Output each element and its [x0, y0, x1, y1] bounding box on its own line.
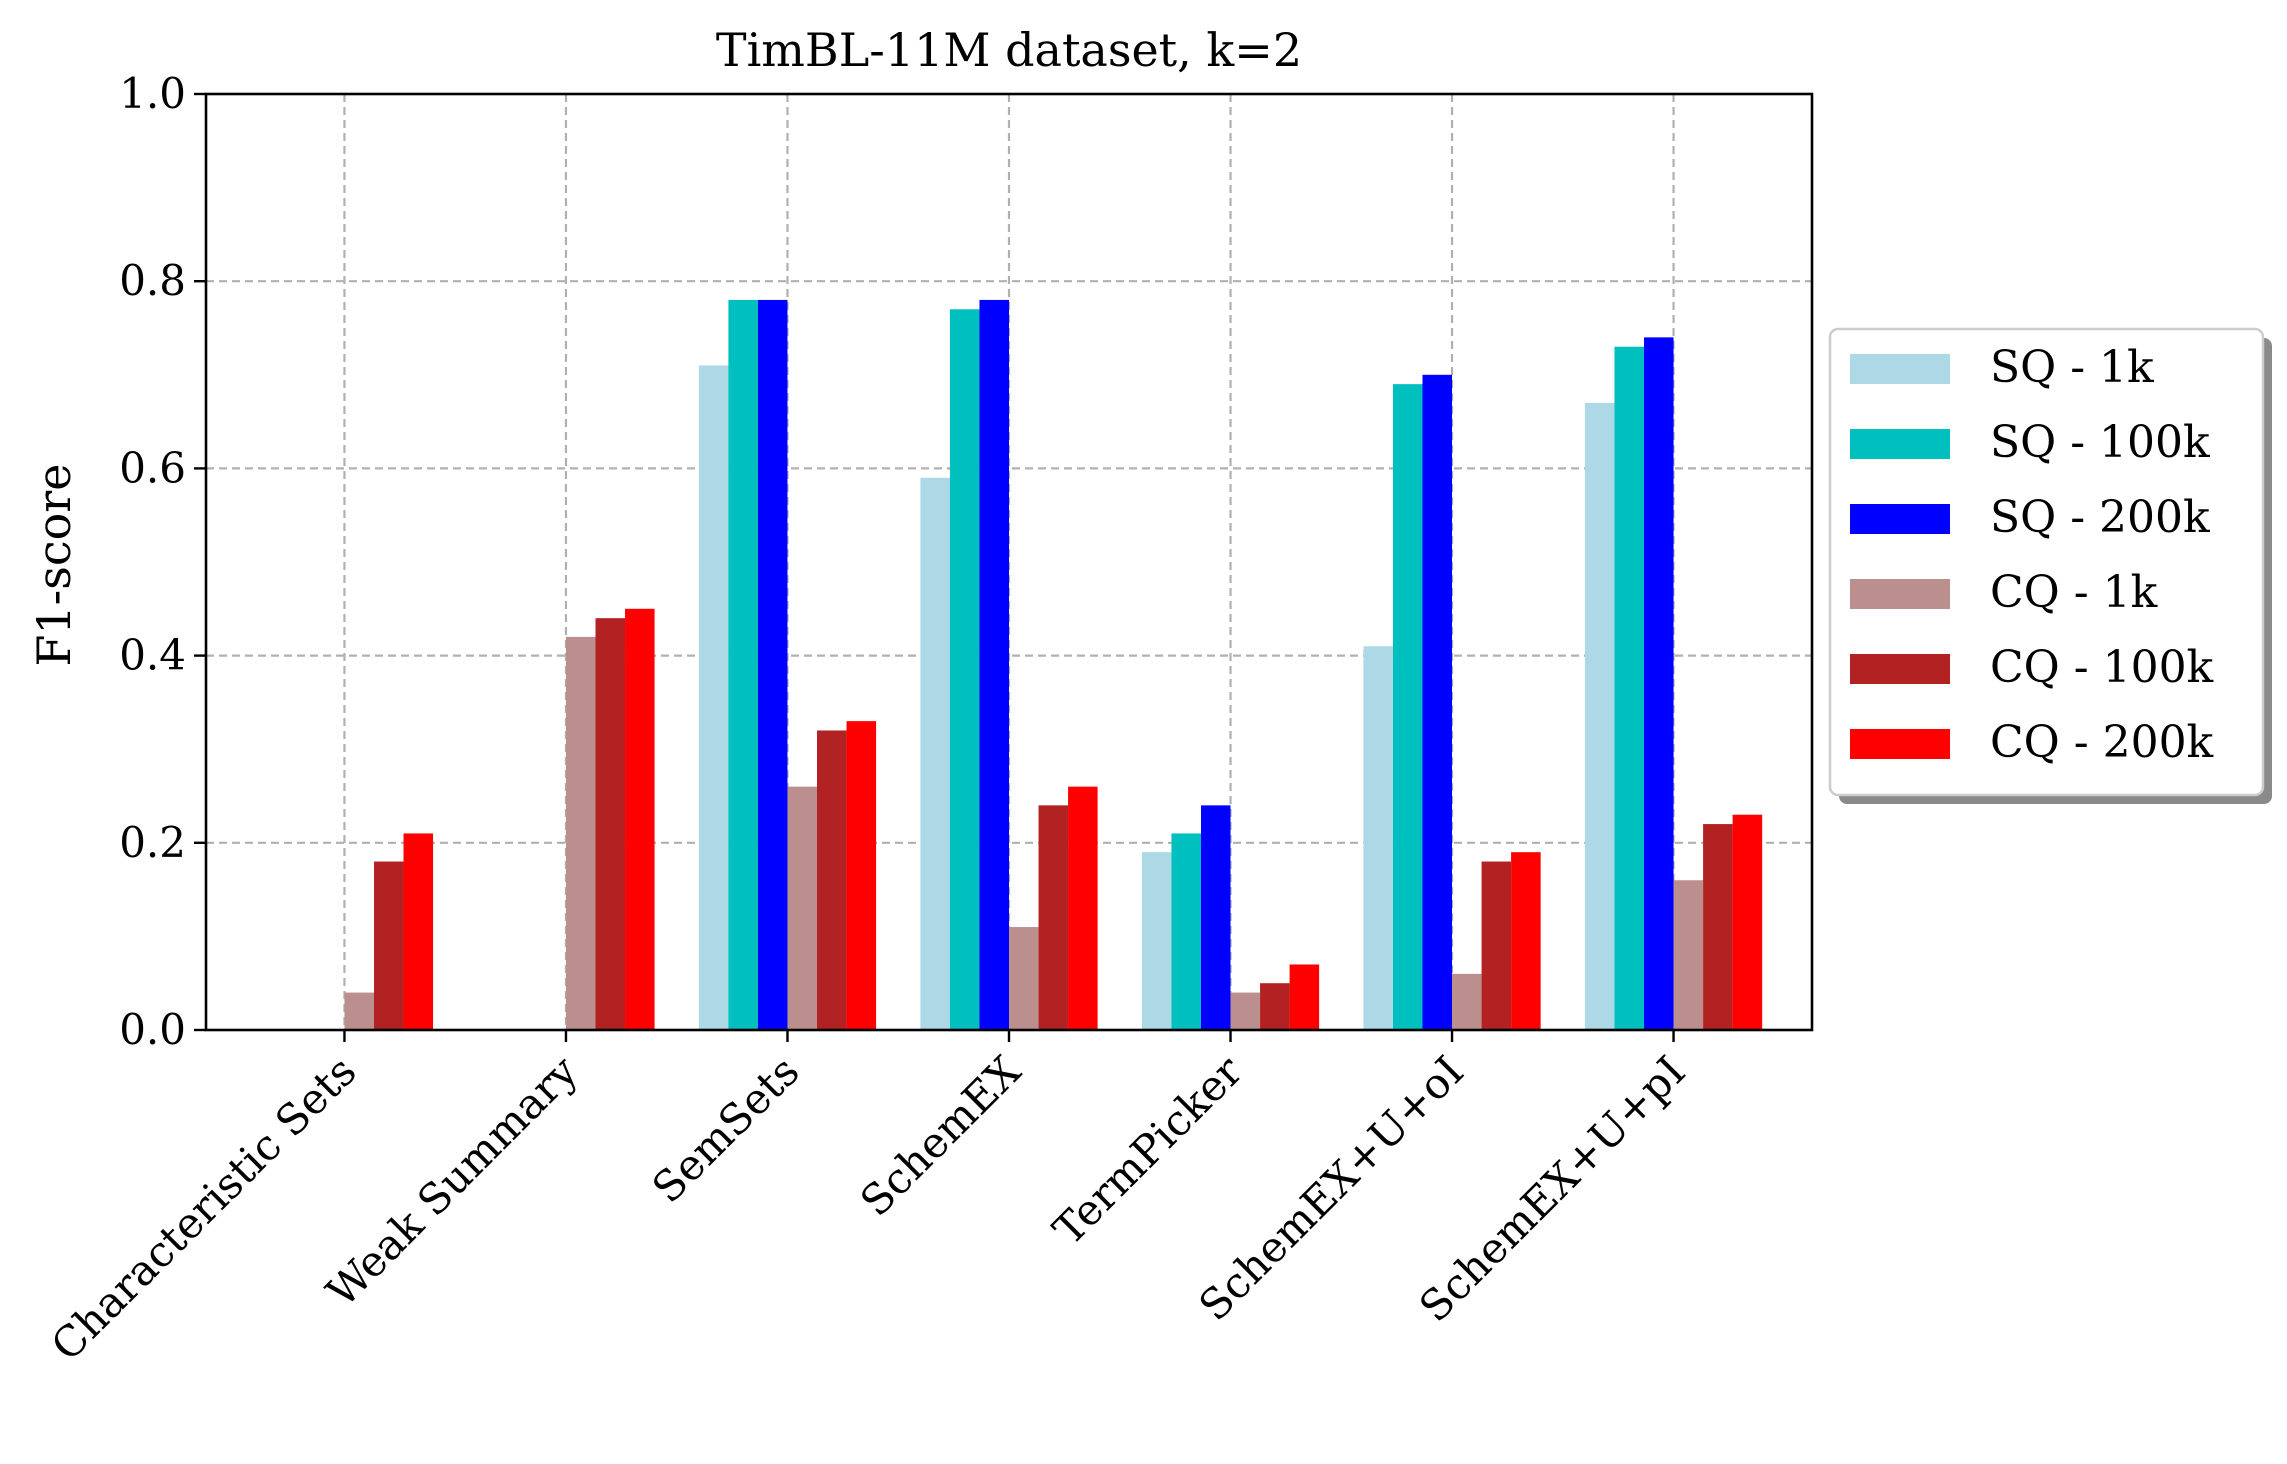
legend-label: CQ - 200k: [1990, 717, 2214, 768]
y-tick-label: 0.6: [119, 443, 186, 492]
bar: [1511, 852, 1541, 1030]
legend-label: SQ - 100k: [1990, 417, 2210, 468]
x-tick-label: SemSets: [643, 1046, 809, 1212]
legend-swatch: [1850, 579, 1950, 609]
bar: [595, 618, 626, 1030]
bar: [817, 730, 847, 1030]
bar: [1289, 964, 1320, 1030]
bar: [1673, 880, 1704, 1030]
bar: [1703, 824, 1733, 1030]
legend-label: SQ - 200k: [1990, 492, 2210, 543]
legend-swatch: [1850, 429, 1950, 459]
bar: [403, 833, 434, 1030]
bar: [1260, 983, 1290, 1030]
bar: [1481, 861, 1512, 1030]
legend-label: SQ - 1k: [1990, 342, 2154, 393]
x-tick-label: Characteristic Sets: [42, 1046, 366, 1370]
bar: [920, 477, 950, 1030]
y-axis-label: F1-score: [27, 463, 81, 666]
bar: [1614, 346, 1645, 1031]
bar: [979, 299, 1009, 1030]
legend-swatch: [1850, 654, 1950, 684]
chart-title: TimBL-11M dataset, k=2: [716, 23, 1302, 77]
bar: [1644, 337, 1674, 1030]
y-axis-ticks: 0.0 0.2 0.4 0.6 0.8 1.0: [119, 69, 206, 1054]
y-tick-label: 0.0: [119, 1005, 186, 1054]
bar: [1141, 852, 1172, 1030]
bar: [373, 861, 404, 1030]
bars: [344, 299, 1763, 1031]
bar: [1584, 402, 1615, 1030]
bar: [846, 721, 877, 1030]
legend-items: SQ - 1k SQ - 100k SQ - 200k CQ - 1k CQ - 100…: [1850, 342, 2214, 768]
bar: [1009, 927, 1039, 1030]
bar: [1038, 805, 1069, 1030]
legend: SQ - 1k SQ - 100k SQ - 200k CQ - 1k CQ - 100…: [1828, 327, 2272, 804]
bar: [1452, 973, 1482, 1030]
legend-swatch: [1850, 354, 1950, 384]
legend-swatch: [1850, 504, 1950, 534]
bar: [728, 299, 758, 1030]
legend-label: CQ - 1k: [1990, 567, 2158, 618]
legend-label: CQ - 100k: [1990, 642, 2214, 693]
y-tick-label: 0.8: [119, 256, 186, 305]
bar: [344, 992, 374, 1030]
bar: [1200, 805, 1231, 1030]
bar: [1422, 374, 1453, 1030]
bar: [757, 299, 788, 1030]
bar: [625, 608, 655, 1030]
bar: [565, 636, 596, 1030]
bar: [1230, 992, 1261, 1030]
bar: [1732, 814, 1763, 1030]
bar: [949, 309, 980, 1030]
y-tick-label: 0.2: [119, 818, 186, 867]
bar: [1392, 384, 1423, 1030]
y-tick-label: 1.0: [119, 69, 186, 118]
bar: [787, 786, 818, 1030]
y-tick-label: 0.4: [119, 631, 186, 680]
x-tick-label: TermPicker: [1044, 1046, 1253, 1255]
bar: [1068, 786, 1098, 1030]
x-tick-label: SchemEX: [851, 1046, 1030, 1225]
bar: [1171, 833, 1201, 1030]
bar: [1363, 646, 1393, 1030]
bar: [698, 365, 729, 1030]
legend-swatch: [1850, 729, 1950, 759]
